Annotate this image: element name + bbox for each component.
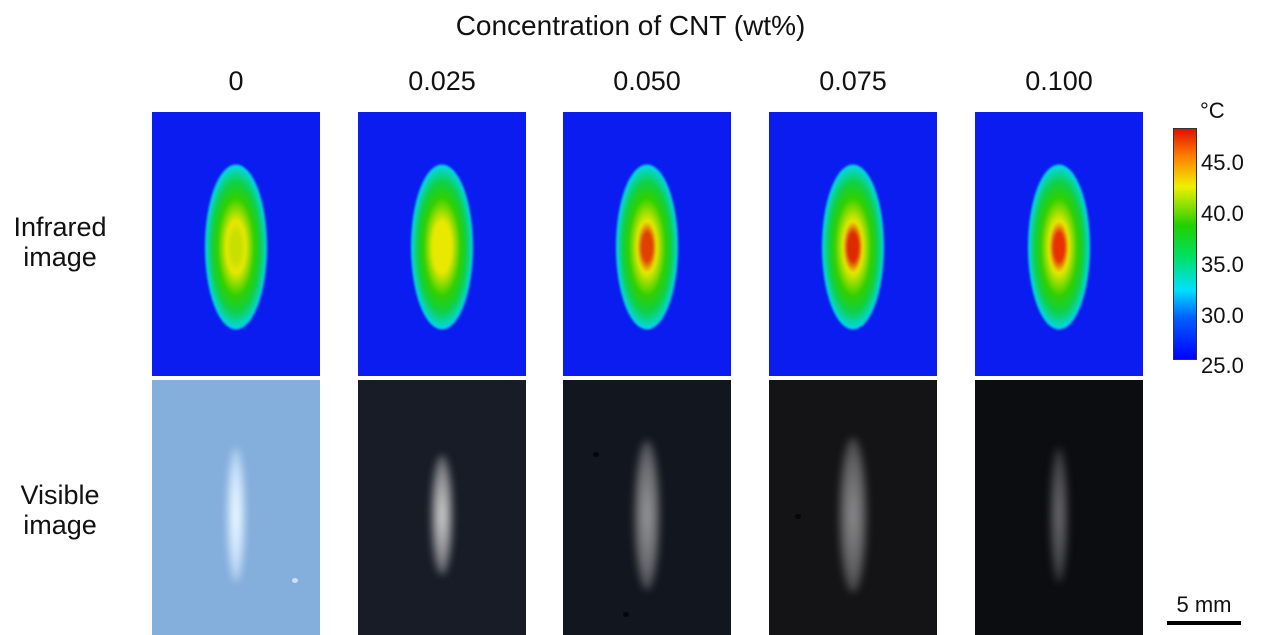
visible-panel-0	[152, 380, 320, 635]
column-label-4: 0.100	[1025, 66, 1093, 96]
row-label-visible-line2: image	[23, 510, 97, 540]
infrared-hotspot	[822, 164, 884, 330]
infrared-panel-3	[769, 112, 937, 376]
colorbar	[1173, 128, 1197, 360]
scalebar-label: 5 mm	[1176, 592, 1232, 617]
row-label-infrared-line1: Infrared	[13, 212, 107, 242]
visible-streak	[431, 455, 453, 575]
visible-panel-4	[975, 380, 1143, 635]
visible-streak	[634, 440, 660, 590]
scalebar	[1167, 621, 1241, 625]
row-label-infrared-line2: image	[23, 242, 97, 272]
row-label-visible-line1: Visible	[20, 480, 100, 510]
infrared-hotspot	[205, 164, 267, 330]
infrared-hotspot	[616, 164, 678, 330]
column-label-0: 0	[228, 66, 244, 96]
infrared-panel-0	[152, 112, 320, 376]
column-label-3: 0.075	[819, 66, 887, 96]
infrared-panel-2	[563, 112, 731, 376]
column-label-2: 0.050	[613, 66, 681, 96]
colorbar-unit: °C	[1200, 98, 1225, 123]
row-label-infrared: Infrared image	[0, 212, 120, 272]
infrared-hotspot	[1028, 164, 1090, 330]
visible-streak	[839, 437, 867, 593]
colorbar-tick: 25.0	[1201, 353, 1244, 378]
visible-panel-1	[358, 380, 526, 635]
figure-title: Concentration of CNT (wt%)	[455, 10, 806, 41]
colorbar-tick: 35.0	[1201, 252, 1244, 277]
colorbar-tick: 40.0	[1201, 201, 1244, 226]
infrared-panel-1	[358, 112, 526, 376]
infrared-panel-4	[975, 112, 1143, 376]
speck	[292, 578, 298, 583]
row-label-visible: Visible image	[0, 480, 120, 540]
column-label-1: 0.025	[408, 66, 476, 96]
visible-panel-2	[563, 380, 731, 635]
infrared-hotspot	[411, 164, 473, 330]
speck	[795, 514, 801, 519]
speck	[623, 612, 629, 617]
visible-panel-3	[769, 380, 937, 635]
speck	[593, 452, 599, 457]
colorbar-tick: 30.0	[1201, 303, 1244, 328]
visible-streak	[1050, 447, 1068, 583]
visible-streak	[227, 447, 245, 583]
colorbar-tick: 45.0	[1201, 150, 1244, 175]
